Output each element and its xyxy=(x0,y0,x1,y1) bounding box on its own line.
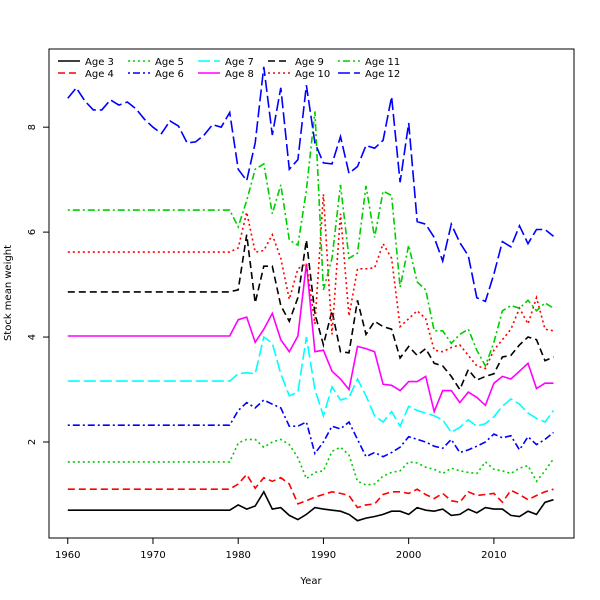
legend-item: Age 10 xyxy=(268,69,330,80)
series-lines xyxy=(67,66,555,522)
y-tick-label: 8 xyxy=(27,124,38,130)
x-tick-label: 1960 xyxy=(55,550,80,561)
series-line-age-12 xyxy=(67,66,554,303)
legend-item: Age 3 xyxy=(58,57,114,68)
series-line-age-9 xyxy=(67,234,554,392)
x-tick-label: 1980 xyxy=(225,550,250,561)
legend-item: Age 5 xyxy=(128,57,184,68)
legend-item: Age 12 xyxy=(338,69,400,80)
series-line-age-6 xyxy=(67,399,555,458)
x-tick-label: 1990 xyxy=(311,550,336,561)
legend-item: Age 4 xyxy=(58,69,114,80)
legend-label: Age 8 xyxy=(225,69,254,80)
legend-label: Age 6 xyxy=(155,69,184,80)
legend-label: Age 3 xyxy=(85,57,114,68)
legend-label: Age 12 xyxy=(365,69,400,80)
legend-label: Age 10 xyxy=(295,69,330,80)
x-tick-label: 2000 xyxy=(396,550,421,561)
legend-item: Age 9 xyxy=(268,57,324,68)
legend-label: Age 4 xyxy=(85,69,114,80)
y-axis-label: Stock mean weight xyxy=(3,245,14,341)
series-line-age-10 xyxy=(67,194,554,370)
series-line-age-7 xyxy=(67,335,555,434)
series-line-age-3 xyxy=(67,490,554,522)
legend-item: Age 6 xyxy=(128,69,184,80)
y-axis: 2 4 6 8 xyxy=(27,124,50,445)
x-tick-label: 1970 xyxy=(140,550,165,561)
legend-item: Age 11 xyxy=(338,57,400,68)
series-line-age-4 xyxy=(67,473,554,509)
legend-label: Age 7 xyxy=(225,57,254,68)
legend-label: Age 11 xyxy=(365,57,400,68)
series-line-age-11 xyxy=(67,111,554,368)
y-tick-label: 4 xyxy=(27,334,38,340)
series-line-age-5 xyxy=(67,438,555,486)
x-tick-label: 2010 xyxy=(481,550,506,561)
legend-label: Age 9 xyxy=(295,57,324,68)
y-tick-label: 2 xyxy=(27,439,38,445)
x-axis-label: Year xyxy=(299,576,322,587)
x-axis: 1960 1970 1980 1990 2000 2010 xyxy=(55,537,507,561)
legend-item: Age 8 xyxy=(198,69,254,80)
legend-item: Age 7 xyxy=(198,57,254,68)
legend-label: Age 5 xyxy=(155,57,184,68)
y-tick-label: 6 xyxy=(27,229,38,235)
series-line-age-8 xyxy=(67,263,554,415)
